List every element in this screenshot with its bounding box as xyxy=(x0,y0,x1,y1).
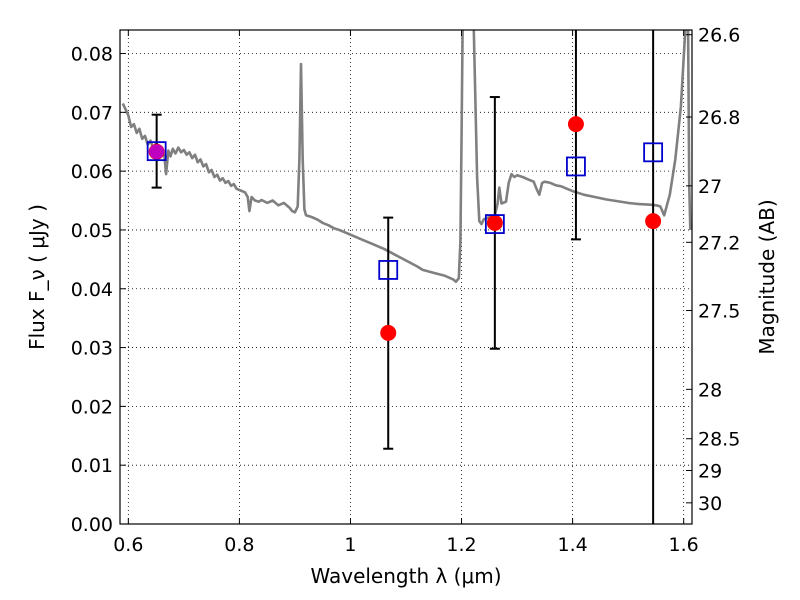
y2-tick-label: 27 xyxy=(698,176,722,198)
x-axis-label: Wavelength λ (μm) xyxy=(310,564,501,588)
model-photometry-points xyxy=(146,141,664,280)
observed-points xyxy=(148,116,662,341)
y2-tick-label: 27.5 xyxy=(698,301,740,323)
observed-point xyxy=(486,214,503,231)
y-tick-label: 0.07 xyxy=(71,102,113,124)
model-photometry-point xyxy=(643,142,664,163)
plot-frame xyxy=(119,29,693,525)
highlight-point xyxy=(149,144,165,160)
x-tick-label: 1.2 xyxy=(446,534,476,556)
y-tick-label: 0.00 xyxy=(71,514,113,536)
model-photometry-point xyxy=(484,214,505,234)
x-tick-label: 1.6 xyxy=(669,534,699,556)
y2-tick-label: 30 xyxy=(698,493,722,515)
model-spectrum-line xyxy=(686,30,692,231)
model-spectrum xyxy=(121,30,692,283)
x-tick-label: 1.4 xyxy=(557,534,587,556)
x-tick-label: 0.6 xyxy=(113,534,143,556)
y-tick-label: 0.08 xyxy=(71,44,113,66)
model-photometry-point xyxy=(146,141,167,162)
observed-point xyxy=(567,116,584,133)
y-tick-label: 0.06 xyxy=(71,161,113,183)
y-tick-label: 0.01 xyxy=(71,455,113,477)
y-tick-label: 0.05 xyxy=(71,220,113,242)
grid-lines xyxy=(120,30,692,525)
y2-tick-label: 29 xyxy=(698,460,722,482)
y-tick-label: 0.04 xyxy=(71,279,113,301)
x-tick-label: 1 xyxy=(344,534,356,556)
y2-axis-label: Magnitude (AB) xyxy=(755,199,779,354)
model-photometry-point xyxy=(378,260,399,280)
y-axis-label: Flux F_ν ( μJy ) xyxy=(25,204,49,350)
y-tick-label: 0.02 xyxy=(71,396,113,418)
y2-tick-label: 26.8 xyxy=(698,107,740,129)
error-bars xyxy=(151,30,655,524)
axis-ticks: 0.6 0.8 1 1.2 1.4 1.6 0.00 0.01 0.02 0.03 0.04 0.05… xyxy=(71,25,741,556)
model-photometry-point xyxy=(566,156,586,177)
observed-point xyxy=(380,324,397,341)
y2-tick-label: 27.2 xyxy=(698,232,740,254)
y2-tick-label: 28 xyxy=(698,379,722,401)
x-tick-label: 0.8 xyxy=(224,534,254,556)
y2-tick-label: 26.6 xyxy=(698,25,740,47)
observed-point xyxy=(645,213,662,230)
model-spectrum-line xyxy=(121,30,464,283)
y2-tick-label: 28.5 xyxy=(698,429,740,451)
y-tick-label: 0.03 xyxy=(71,338,113,360)
